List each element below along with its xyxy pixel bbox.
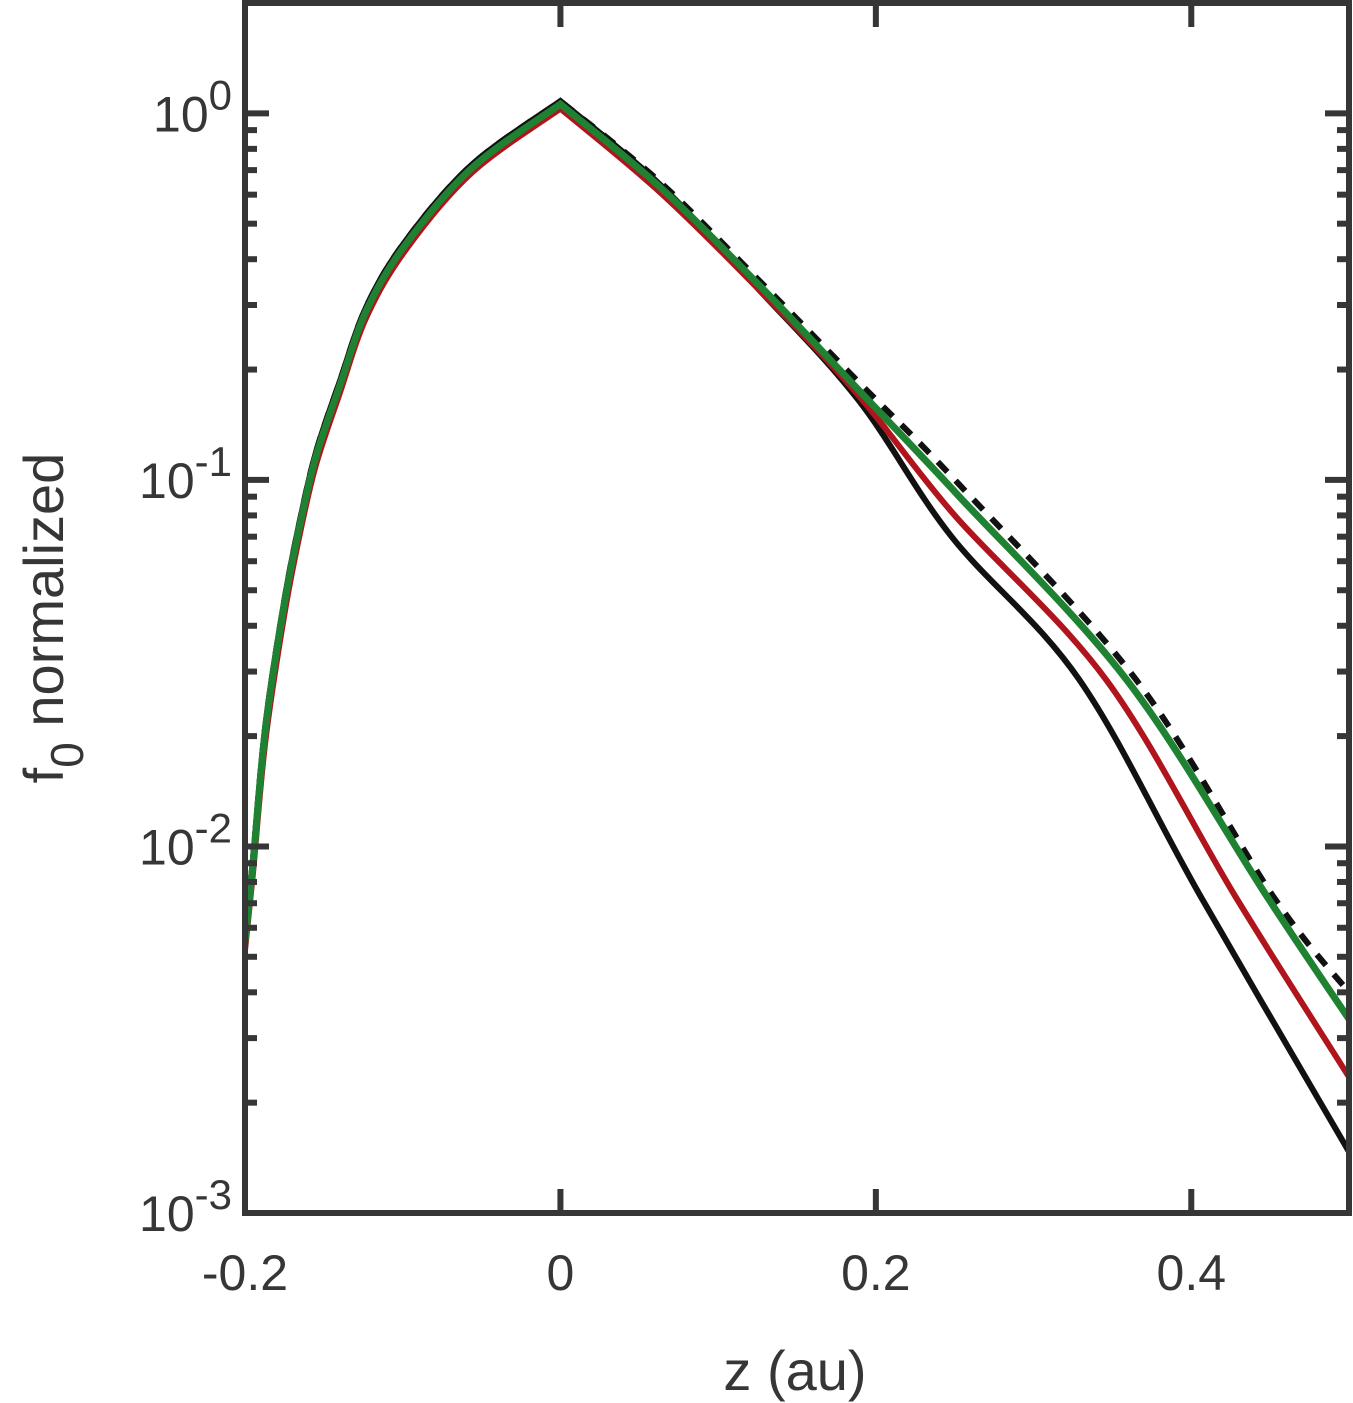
x-tick-label: 0 [547,1245,575,1301]
y-tick-label: 10-1 [139,438,232,509]
plot-area [245,97,1349,1154]
x-tick-label: 0.2 [841,1245,911,1301]
series-line-green [245,99,1349,1022]
axes-frame [242,0,1352,1216]
axis-ticks [242,0,1349,1216]
y-tick-label: 10-3 [139,1171,232,1242]
svg-text:f0 normalized: f0 normalized [12,453,93,784]
y-axis-label-base: f [12,767,75,783]
axes-box [242,0,1352,1216]
x-tick-label: -0.2 [202,1245,288,1301]
series-line-black-solid [245,97,1349,1154]
y-axis-label-rest: normalized [12,453,75,742]
y-tick-label: 100 [153,71,232,142]
x-tick-label: 0.4 [1157,1245,1227,1301]
x-axis-label: z (au) [723,1339,866,1402]
series-line-red [245,104,1349,1079]
tick-labels: -0.2 0 0.2 0.4 10-3 10-2 10-1 100 [139,71,1226,1301]
y-axis-label-subscript: 0 [41,742,93,768]
y-tick-label: 10-2 [139,804,232,875]
y-axis-label: f0 normalized [12,453,93,784]
